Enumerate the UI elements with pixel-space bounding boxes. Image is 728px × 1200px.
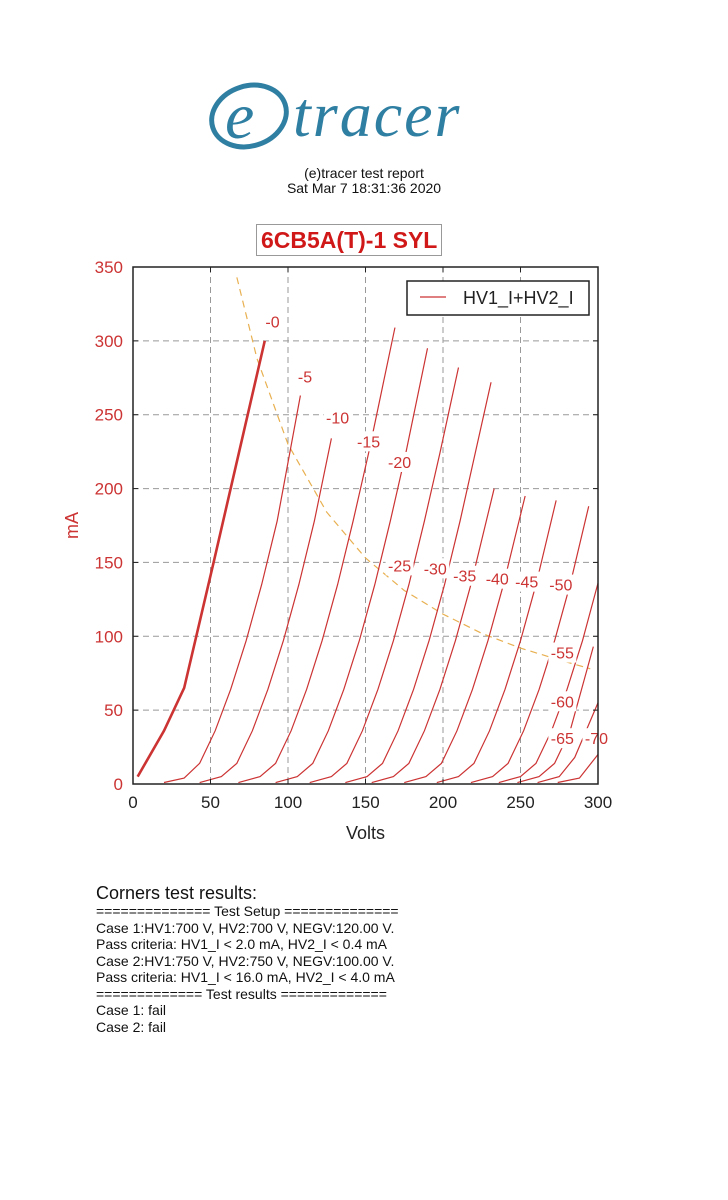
curve-label: -20 xyxy=(388,455,411,472)
plate-curve-neg15 xyxy=(238,327,396,784)
curve-label-bg xyxy=(483,568,512,589)
y-tick-label: 200 xyxy=(95,480,123,499)
plot-frame xyxy=(132,266,599,785)
plate-curve-neg25 xyxy=(309,367,460,784)
y-tick-label: 0 xyxy=(114,775,123,794)
curve-label: -60 xyxy=(551,694,574,711)
curve-label-bg xyxy=(548,728,577,749)
curve-label: -70 xyxy=(585,731,608,748)
results-line: ============== Test Setup ============== xyxy=(96,903,399,919)
curve-label-bg xyxy=(385,451,414,472)
curve-label-bg xyxy=(582,728,611,749)
curve-label-bg xyxy=(548,691,577,712)
results-line: ============= Test results ============= xyxy=(96,985,387,1002)
curve-label: -30 xyxy=(424,561,447,578)
curve-label: -15 xyxy=(357,434,380,451)
results-line: Pass criteria: HV1_I < 2.0 mA, HV2_I < 0… xyxy=(96,936,388,952)
curve-label-bg xyxy=(385,555,414,576)
plate-curve-neg60 xyxy=(517,646,594,784)
plate-curve-neg35 xyxy=(371,488,495,784)
plate-curve-neg5 xyxy=(163,395,301,784)
y-tick-label: 50 xyxy=(104,701,123,720)
curve-label: -0 xyxy=(265,315,279,332)
plate-curve-neg10 xyxy=(199,438,332,784)
results-line: Case 2: fail xyxy=(96,1018,167,1035)
corners-test-results: Corners test results: ============== Test… xyxy=(96,883,399,1035)
report-title: (e)tracer test report xyxy=(304,165,424,181)
plate-curve-neg30 xyxy=(345,382,492,784)
x-tick-label: 300 xyxy=(584,793,612,812)
plate-curves-chart: -0 -5 -10 -15 -20 -25 -30 -35 -40 -45 -50 -55 -60 -65… xyxy=(62,258,612,843)
legend-label: HV1_I+HV2_I xyxy=(463,288,574,309)
plate-curve-neg0 xyxy=(136,340,267,778)
curve-label-bg xyxy=(548,642,577,663)
curve-label: -50 xyxy=(549,578,572,595)
x-axis-label: Volts xyxy=(346,823,385,843)
curve-label-bg xyxy=(512,571,541,592)
x-tick-label: 0 xyxy=(128,793,137,812)
plate-curve-neg20 xyxy=(275,348,429,784)
curve-label-bg xyxy=(291,366,320,387)
y-tick-label: 350 xyxy=(95,258,123,277)
results-line: Case 1:HV1:700 V, HV2:700 V, NEGV:120.00… xyxy=(96,919,395,936)
results-line: Case 1: fail xyxy=(96,1002,167,1018)
x-tick-label: 100 xyxy=(274,793,302,812)
curve-label: -45 xyxy=(515,575,538,592)
tube-name-title: 6CB5A(T)-1 SYL xyxy=(256,224,443,256)
curve-label-bg xyxy=(258,311,287,332)
x-tick-label: 150 xyxy=(351,793,379,812)
etracer-logo: e tracer xyxy=(209,79,461,153)
plate-curve-neg70 xyxy=(557,754,599,784)
x-tick-label: 200 xyxy=(429,793,457,812)
curve-label-bg xyxy=(546,574,575,595)
y-axis-label: mA xyxy=(62,512,82,539)
curve-label: -40 xyxy=(486,572,509,589)
y-tick-label: 250 xyxy=(95,406,123,425)
report-timestamp: Sat Mar 7 18:31:36 2020 xyxy=(286,180,442,196)
plate-curve-neg40 xyxy=(404,495,526,784)
legend-box xyxy=(406,280,590,316)
results-line: Pass criteria: HV1_I < 16.0 mA, HV2_I < … xyxy=(96,969,395,985)
curve-label: -25 xyxy=(388,558,411,575)
curve-label: -65 xyxy=(551,731,574,748)
legend: HV1_I+HV2_I xyxy=(406,280,590,316)
curve-label: -10 xyxy=(326,411,349,428)
curve-label: -55 xyxy=(551,646,574,663)
curve-label-bg xyxy=(421,558,450,579)
y-tick-label: 300 xyxy=(95,332,123,351)
curve-label: -5 xyxy=(298,369,312,386)
y-tick-label: 150 xyxy=(95,553,123,572)
svg-text:tracer: tracer xyxy=(293,79,461,150)
results-title: Corners test results: xyxy=(96,883,258,903)
power-limit-curve xyxy=(236,277,591,670)
curve-label-bg xyxy=(323,407,352,428)
x-tick-label: 250 xyxy=(506,793,534,812)
curve-label: -35 xyxy=(453,569,476,586)
y-tick-label: 100 xyxy=(95,627,123,646)
curve-label-bg xyxy=(354,431,383,452)
svg-text:e: e xyxy=(225,80,254,153)
results-line: Case 2:HV1:750 V, HV2:750 V, NEGV:100.00… xyxy=(96,952,395,969)
x-tick-label: 50 xyxy=(201,793,220,812)
curve-label-bg xyxy=(450,565,479,586)
plate-curve-neg45 xyxy=(436,500,557,784)
